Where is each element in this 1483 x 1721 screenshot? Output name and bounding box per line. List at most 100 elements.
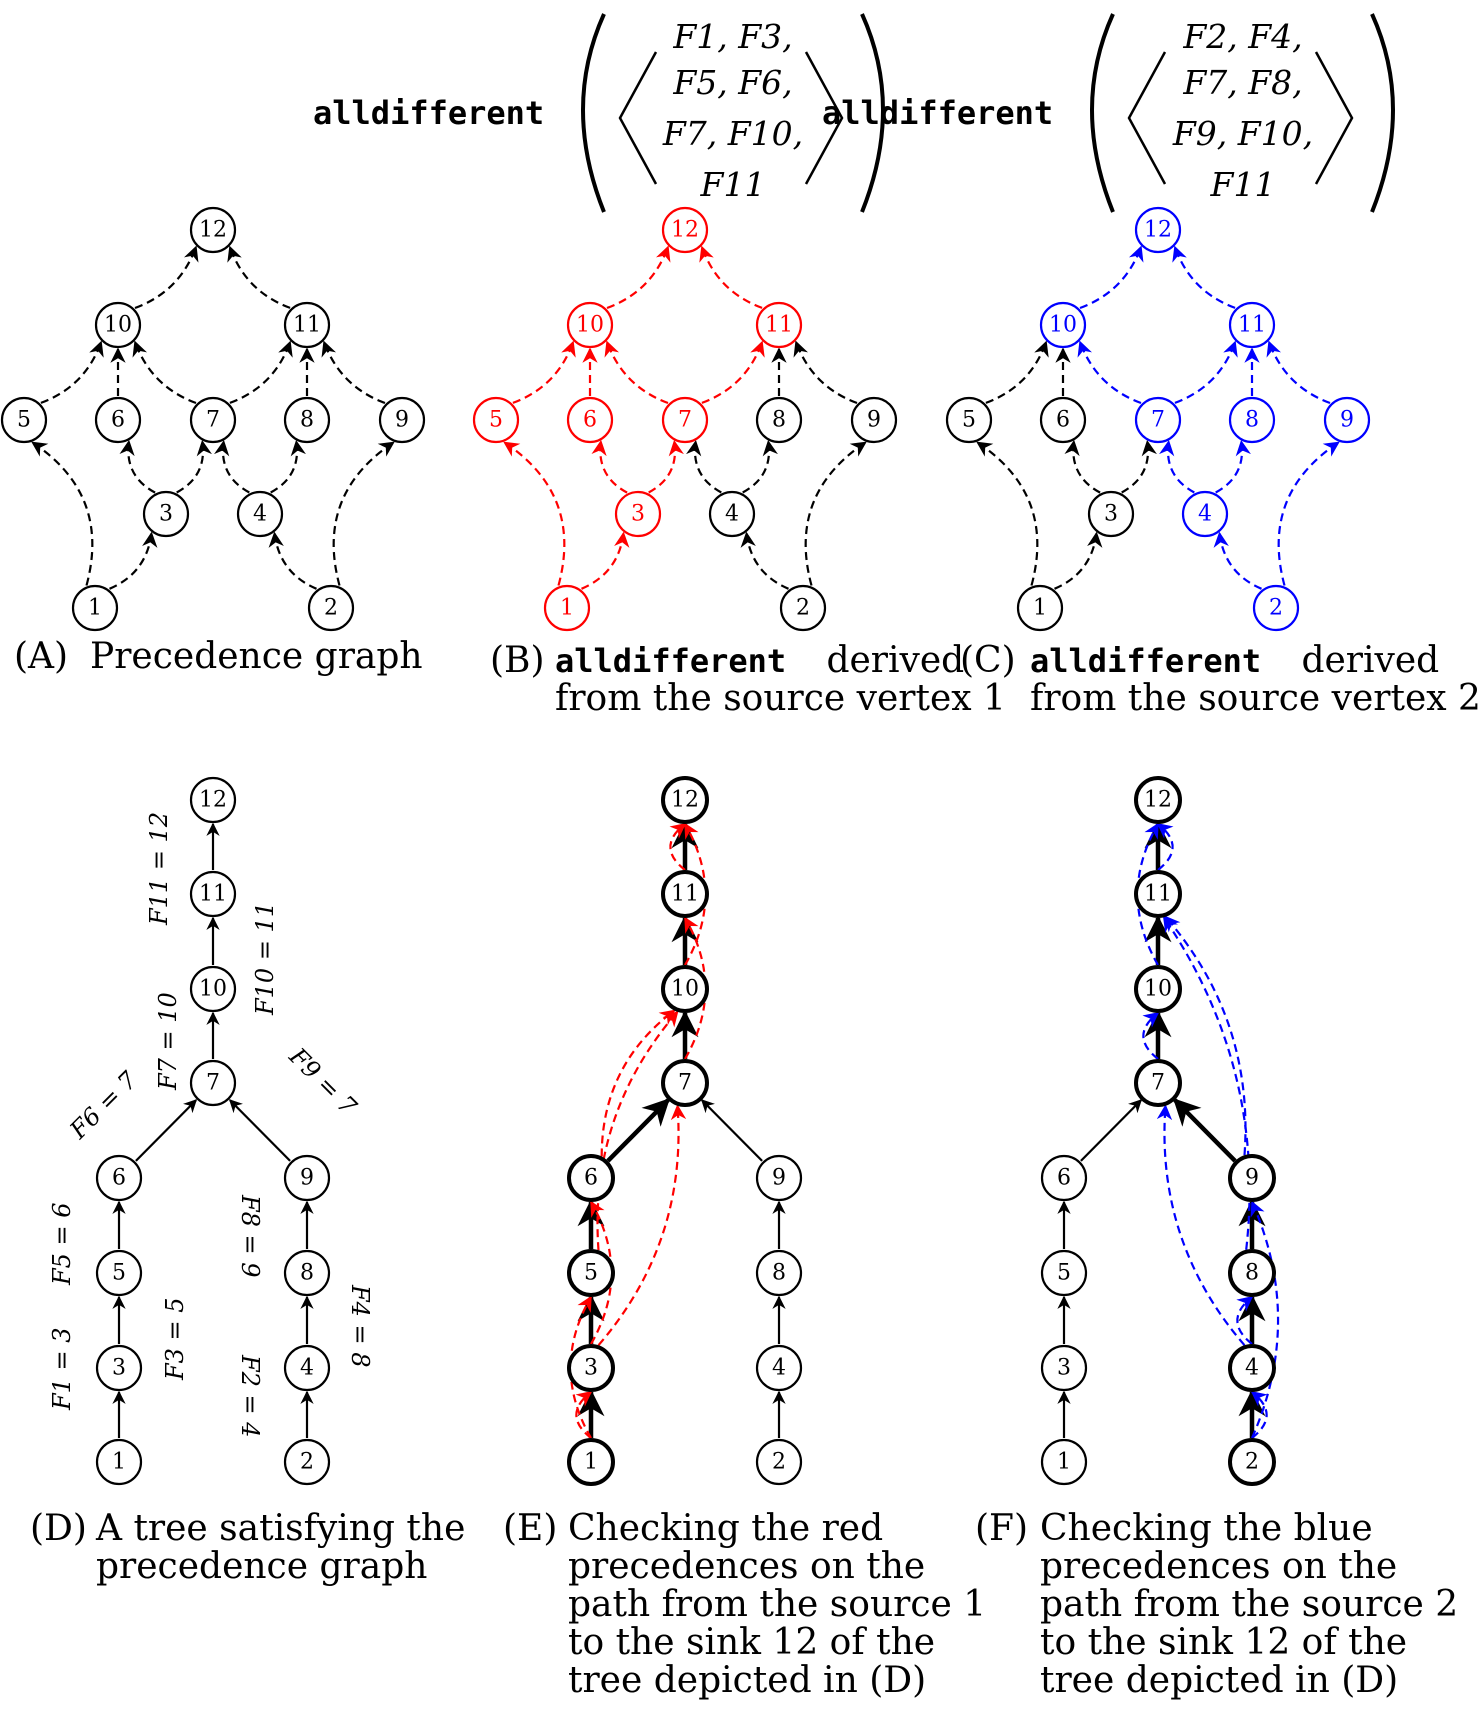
vertex-A-11: 11 — [283, 301, 331, 349]
tree-vertex-D-10: 10 — [189, 965, 237, 1013]
vertex-C-4: 4 — [1181, 490, 1229, 538]
vertex-B-8: 8 — [755, 396, 803, 444]
tree-vertex-F-2-label: 2 — [1245, 1450, 1259, 1475]
tree-vertex-F-8-label: 8 — [1245, 1261, 1259, 1286]
constraint-2-name: alldifferent — [822, 94, 1053, 132]
vertex-C-6-circle — [1039, 396, 1087, 444]
tree-vertex-F-4: 4 — [1228, 1344, 1276, 1392]
vertex-C-5-label: 5 — [962, 408, 976, 433]
edge-C-9-11 — [1266, 340, 1331, 405]
constraint-1-name: alldifferent — [313, 94, 544, 132]
tree-vertex-D-6-circle — [95, 1154, 143, 1202]
edge-C-3-6 — [1064, 439, 1101, 494]
tree-vertex-F-12-label: 12 — [1144, 788, 1172, 813]
vertex-B-1: 1 — [543, 584, 591, 632]
tree-vertex-F-7-circle — [1134, 1059, 1182, 1107]
check-F-4-8 — [1236, 1296, 1254, 1345]
tree-vertex-F-3-label: 3 — [1057, 1356, 1071, 1381]
vertex-B-4: 4 — [708, 490, 756, 538]
label-F7: F7 = 10 — [154, 992, 182, 1091]
caption-E-line-3: path from the source 1 — [568, 1584, 986, 1625]
edge-B-1-5 — [503, 441, 566, 586]
caption-B-mono: alldifferent — [555, 642, 786, 680]
edge-A-2-4 — [268, 531, 317, 590]
tree-vertex-E-1-circle — [567, 1438, 615, 1486]
tree-vertex-E-7: 7 — [661, 1059, 709, 1107]
vertex-A-2: 2 — [307, 584, 355, 632]
tree-vertex-F-7-label: 7 — [1151, 1071, 1165, 1096]
constraint-2-row-2: F7, F8, — [1182, 63, 1302, 102]
tree-vertex-F-12: 12 — [1134, 776, 1182, 824]
constraint-1-row-2: F5, F6, — [672, 63, 792, 102]
tree-vertex-E-7-label: 7 — [678, 1071, 692, 1096]
edge-C-11-12 — [1172, 245, 1236, 309]
tree-vertex-F-11: 11 — [1134, 870, 1182, 918]
vertex-C-8-label: 8 — [1245, 408, 1259, 433]
tree-vertex-E-11: 11 — [661, 870, 709, 918]
tree-vertex-F-5-label: 5 — [1057, 1261, 1071, 1286]
vertex-B-2: 2 — [779, 584, 827, 632]
vertex-B-10-circle — [566, 301, 614, 349]
tree-vertex-F-7: 7 — [1134, 1059, 1182, 1107]
edge-B-4-7 — [686, 439, 722, 494]
tree-vertex-F-8-circle — [1228, 1249, 1276, 1297]
tree-edge-F-9-7 — [1173, 1098, 1237, 1163]
tree-vertex-F-3-circle — [1040, 1344, 1088, 1392]
check-F-4-7 — [1156, 1104, 1246, 1346]
check-E-3-6 — [590, 1200, 613, 1345]
vertex-C-3-label: 3 — [1104, 502, 1118, 527]
tree-vertex-D-9-circle — [283, 1154, 331, 1202]
caption-C-line-2: from the source vertex 2 — [1030, 678, 1481, 719]
vertex-A-1: 1 — [71, 584, 119, 632]
tree-vertex-D-11: 11 — [189, 870, 237, 918]
vertex-A-5-label: 5 — [17, 408, 31, 433]
check-E-1-3 — [575, 1391, 593, 1439]
constraint-2-row-1: F2, F4, — [1182, 17, 1302, 56]
tree-vertex-F-6-label: 6 — [1057, 1166, 1071, 1191]
tree-vertex-E-4-circle — [755, 1344, 803, 1392]
label-F6: F6 = 7 — [64, 1066, 143, 1145]
tree-vertex-E-1-label: 1 — [584, 1450, 598, 1475]
tree-vertex-E-9-circle — [755, 1154, 803, 1202]
tree-vertex-F-11-circle — [1134, 870, 1182, 918]
tree-edge-E-6-7 — [606, 1098, 670, 1163]
edge-C-2-4 — [1213, 531, 1262, 590]
vertex-A-3: 3 — [142, 490, 190, 538]
vertex-B-5: 5 — [472, 396, 520, 444]
caption-E-marker: (E) — [503, 1508, 557, 1549]
tree-vertex-E-10-circle — [661, 965, 709, 1013]
vertex-A-1-label: 1 — [88, 596, 102, 621]
edge-C-1-3 — [1054, 531, 1103, 590]
tree-vertex-E-7-circle — [661, 1059, 709, 1107]
edge-C-3-7 — [1121, 439, 1157, 494]
tree-edge-E-9-7 — [700, 1099, 763, 1162]
vertex-A-3-circle — [142, 490, 190, 538]
label-F9: F9 = 7 — [283, 1042, 362, 1121]
vertex-A-11-circle — [283, 301, 331, 349]
vertex-A-9-label: 9 — [395, 408, 409, 433]
vertex-C-9-circle — [1323, 396, 1371, 444]
edge-A-2-9 — [332, 441, 395, 586]
tree-vertex-E-4-label: 4 — [772, 1356, 786, 1381]
vertex-C-1: 1 — [1016, 584, 1064, 632]
tree-vertex-E-3-label: 3 — [584, 1356, 598, 1381]
caption-B-line-2: from the source vertex 1 — [555, 678, 1006, 719]
vertex-C-9-label: 9 — [1340, 408, 1354, 433]
vertex-C-5: 5 — [945, 396, 993, 444]
constraint-1-left-angle — [618, 51, 658, 185]
edge-C-7-10 — [1077, 340, 1142, 405]
check-E-5-10 — [596, 1010, 679, 1251]
caption-D-line-1: A tree satisfying the — [95, 1508, 465, 1549]
tree-edge-D-9-7 — [228, 1099, 291, 1162]
caption-E-line-1: Checking the red — [568, 1508, 883, 1549]
tree-vertex-D-3: 3 — [95, 1344, 143, 1392]
label-F4: F4 = 8 — [346, 1284, 374, 1368]
vertex-A-10-circle — [94, 301, 142, 349]
vertex-B-9-label: 9 — [867, 408, 881, 433]
vertex-C-6: 6 — [1039, 396, 1087, 444]
vertex-B-12: 12 — [661, 206, 709, 254]
caption-C-marker: (C) — [960, 640, 1016, 681]
vertex-C-8: 8 — [1228, 396, 1276, 444]
vertex-C-2-label: 2 — [1269, 596, 1283, 621]
